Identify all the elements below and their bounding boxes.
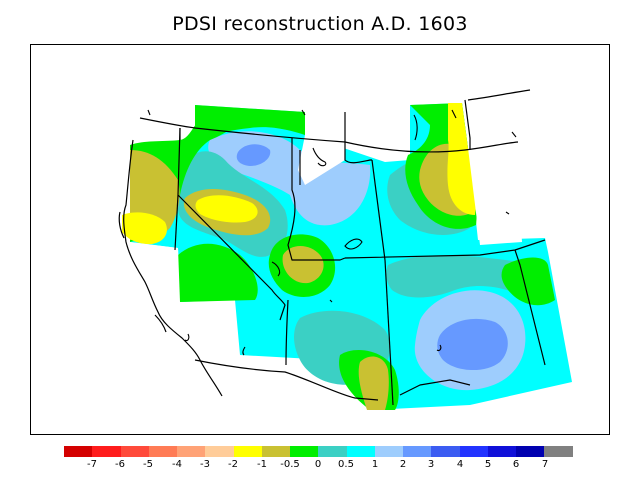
legend-tick: -0.5 — [280, 459, 300, 470]
pdsi-region-teal-east — [386, 255, 543, 305]
color-legend-ticks: -7 -6 -5 -4 -3 -2 -1 -0.5 0 0.5 1 2 3 4 … — [0, 459, 640, 473]
legend-swatch-4 — [148, 446, 177, 457]
legend-tick: 3 — [427, 459, 435, 470]
legend-tick: 7 — [541, 459, 549, 470]
legend-swatch-8 — [261, 446, 290, 457]
legend-tick: -4 — [172, 459, 182, 470]
legend-tick: -5 — [143, 459, 153, 470]
legend-tick: 6 — [512, 459, 520, 470]
pdsi-region-green-east — [501, 257, 555, 306]
legend-tick: 1 — [371, 459, 379, 470]
pdsi-region-yellow-coast — [122, 212, 167, 245]
coastline — [118, 139, 223, 397]
legend-swatch-10 — [318, 446, 347, 457]
legend-swatch-3 — [120, 446, 149, 457]
legend-tick: 5 — [484, 459, 492, 470]
legend-swatch-16 — [487, 446, 516, 457]
legend-swatch-13 — [403, 446, 432, 457]
map-title: PDSI reconstruction A.D. 1603 — [172, 13, 468, 35]
legend-swatch-1 — [64, 446, 93, 457]
legend-swatch-17 — [516, 446, 545, 457]
pdsi-region-green-southwest — [175, 243, 258, 302]
legend-tick: -6 — [115, 459, 125, 470]
legend-swatch-7 — [233, 446, 262, 457]
legend-swatch-9 — [290, 446, 319, 457]
legend-tick: 2 — [399, 459, 407, 470]
pdsi-region-olive-central — [282, 246, 324, 284]
pdsi-mask-northeast — [468, 140, 522, 245]
legend-swatch-2 — [92, 446, 121, 457]
lake-outlines — [147, 109, 517, 356]
pdsi-region-olive-south — [358, 356, 389, 410]
pdsi-region-yellow-west — [195, 195, 258, 223]
legend-swatch-18 — [544, 446, 573, 457]
map-frame — [30, 44, 610, 435]
pdsi-region-blue-east — [437, 318, 508, 371]
legend-swatch-6 — [205, 446, 234, 457]
legend-tick: -1 — [257, 459, 267, 470]
pdsi-mask-north — [298, 112, 345, 185]
legend-swatch-11 — [346, 446, 375, 457]
legend-tick: 4 — [456, 459, 464, 470]
legend-tick: 0.5 — [338, 459, 354, 470]
legend-swatch-12 — [374, 446, 403, 457]
pdsi-map — [118, 89, 572, 410]
pdsi-region-blue-north — [236, 144, 271, 166]
legend-tick: -3 — [200, 459, 210, 470]
legend-swatch-5 — [177, 446, 206, 457]
state-boundaries — [139, 89, 546, 406]
legend-swatch-14 — [431, 446, 460, 457]
legend-tick: -7 — [87, 459, 97, 470]
pdsi-mask-coast — [130, 242, 180, 302]
legend-tick: 0 — [314, 459, 322, 470]
color-legend-bar — [64, 446, 573, 457]
legend-tick: -2 — [228, 459, 238, 470]
pdsi-region-yellow-northeast — [447, 103, 476, 215]
legend-swatch-15 — [459, 446, 488, 457]
